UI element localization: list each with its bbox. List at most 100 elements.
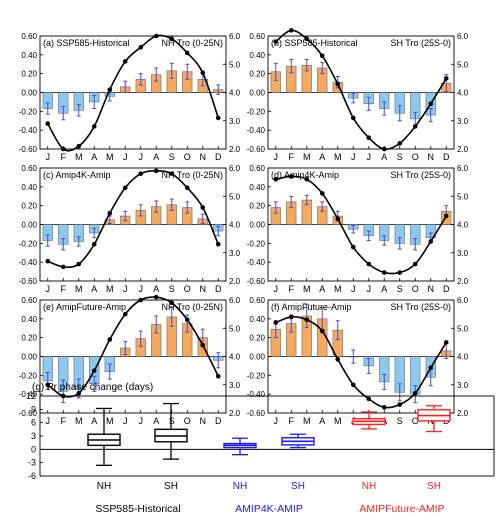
y-tick-label: -0.40 xyxy=(247,126,266,135)
y2-tick-label: 3.0 xyxy=(229,117,241,126)
x-tick-label: S xyxy=(169,152,175,162)
line-point xyxy=(273,320,279,325)
y2-tick-label: 4.0 xyxy=(229,353,241,362)
panel-title: (a) SSP585-Historical xyxy=(43,38,130,48)
x-tick-label: J xyxy=(46,284,51,294)
x-tick-label: J xyxy=(46,416,51,426)
line-point xyxy=(273,177,279,182)
y-tick-label: -0.20 xyxy=(247,371,266,380)
y-tick-label: -0.40 xyxy=(19,390,38,399)
x-tick-label: F xyxy=(61,152,67,162)
line-point xyxy=(138,171,144,176)
line-point xyxy=(122,59,128,64)
y-tick-label: 0.60 xyxy=(249,164,265,173)
y-tick-label: 0.20 xyxy=(21,334,37,343)
y-tick-label: 0.20 xyxy=(249,70,265,79)
x-tick-label: S xyxy=(397,284,403,294)
line-point xyxy=(319,191,325,196)
y-tick-label: 0.00 xyxy=(21,353,37,362)
y-tick-label: 0.00 xyxy=(249,353,265,362)
x-tick-label: J xyxy=(367,152,372,162)
x-tick-label: O xyxy=(412,284,419,294)
x-tick-label: A xyxy=(153,152,159,162)
panel-3: 0.60 0.40 0.20 0.00 -0.20 -0.40 -0.60 6.0 5.0 4.0… xyxy=(247,164,469,294)
line-point xyxy=(288,28,294,33)
y2-tick-label: 2.0 xyxy=(457,277,469,286)
x-tick-label: S xyxy=(397,152,403,162)
y2-tick-label: 3.0 xyxy=(457,249,469,258)
y2-tick-label: 2.0 xyxy=(457,145,469,154)
line-point xyxy=(335,357,341,362)
y2-tick-label: 3.0 xyxy=(457,381,469,390)
line-point xyxy=(428,101,434,107)
y-tick-label: 0.20 xyxy=(21,70,37,79)
group-label: AMIPFuture-AMIP xyxy=(359,503,444,515)
line-point xyxy=(381,270,387,275)
x-tick-label: J xyxy=(274,152,279,162)
y-tick-label: 0.20 xyxy=(249,202,265,211)
panel-g: NH SH NH SH NH SH 12 9 6 3 0 -3 -6 (g) Pr phase chang… xyxy=(26,382,495,515)
x-tick-label: M xyxy=(106,152,114,162)
x-tick-label: J xyxy=(351,284,356,294)
y2-tick-label: 5.0 xyxy=(229,324,241,333)
group-label: SSP585-Historical xyxy=(95,503,180,515)
x-tick-label: M xyxy=(75,284,83,294)
y-tick-label: -0.20 xyxy=(19,239,38,248)
x-tick-label: M xyxy=(334,416,342,426)
y-tick-label: -3 xyxy=(28,458,36,468)
x-tick-label: J xyxy=(123,152,128,162)
line-point xyxy=(107,210,113,216)
x-tick-label: A xyxy=(153,284,159,294)
x-tick-label: M xyxy=(106,416,114,426)
x-tick-label: D xyxy=(215,152,222,162)
x-tick-label: F xyxy=(289,284,295,294)
y2-tick-label: 2.0 xyxy=(229,409,241,418)
x-tick-label: O xyxy=(184,284,191,294)
x-tick-label: A xyxy=(381,152,387,162)
x-tick-label: A xyxy=(91,152,97,162)
line-point xyxy=(76,261,82,267)
y2-tick-label: 6.0 xyxy=(457,164,469,173)
line-point xyxy=(138,45,144,50)
line-point xyxy=(397,141,403,146)
line-point xyxy=(45,382,51,388)
line-point xyxy=(412,390,418,396)
line-point xyxy=(273,39,279,44)
x-tick-label: D xyxy=(443,152,450,162)
line-point xyxy=(397,270,403,275)
line-point xyxy=(350,244,356,250)
line-point xyxy=(60,264,66,270)
line-point xyxy=(200,70,206,76)
x-tick-label: M xyxy=(303,152,311,162)
y-tick-label: 0.40 xyxy=(21,51,37,60)
line-point xyxy=(304,317,310,323)
panel-title: (g) Pr phase change (days) xyxy=(32,382,153,393)
panel-title: (e) AmipFuture-Amip xyxy=(43,302,126,312)
line-point xyxy=(215,241,221,247)
line-point xyxy=(200,205,206,210)
y2-tick-label: 3.0 xyxy=(229,249,241,258)
x-tick-label: SH xyxy=(427,481,441,492)
panel-region: SH Tro (25S-0) xyxy=(390,302,451,312)
y-tick-label: -0.60 xyxy=(19,145,38,154)
y-tick-label: 0.40 xyxy=(21,315,37,324)
y-tick-label: 0.60 xyxy=(21,296,37,305)
x-tick-label: D xyxy=(443,284,450,294)
line-series xyxy=(275,29,447,150)
panel-2: 0.60 0.40 0.20 0.00 -0.20 -0.40 -0.60 6.0 5.0 4.0… xyxy=(19,164,241,294)
line-point xyxy=(45,121,51,126)
panel-title: (f) AmipFuture-Amip xyxy=(271,302,352,312)
line-point xyxy=(91,241,97,247)
x-tick-label: J xyxy=(274,284,279,294)
line-point xyxy=(366,261,372,267)
line-point xyxy=(335,81,341,87)
x-tick-label: S xyxy=(169,284,175,294)
y-tick-label: 9 xyxy=(31,404,36,414)
y2-tick-label: 6.0 xyxy=(229,296,241,305)
y-tick-label: -0.40 xyxy=(19,258,38,267)
y-tick-label: -0.60 xyxy=(19,409,38,418)
y2-tick-label: 2.0 xyxy=(229,145,241,154)
y2-tick-label: 5.0 xyxy=(229,192,241,201)
y2-tick-label: 5.0 xyxy=(457,324,469,333)
